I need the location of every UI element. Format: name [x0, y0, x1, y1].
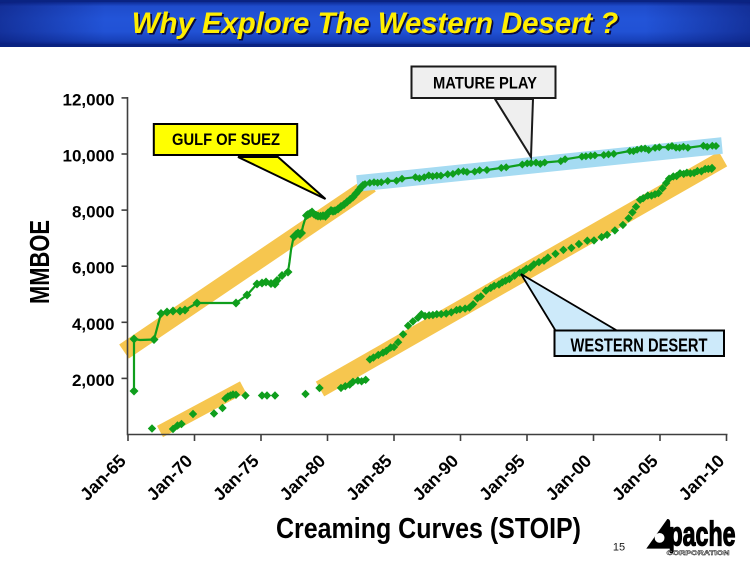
svg-text:Jan-80: Jan-80: [276, 451, 330, 505]
svg-text:Jan-85: Jan-85: [342, 451, 396, 505]
svg-text:MMBOE: MMBOE: [24, 220, 55, 304]
svg-text:Jan-10: Jan-10: [675, 451, 729, 505]
svg-text:Jan-05: Jan-05: [608, 451, 662, 505]
svg-text:Jan-75: Jan-75: [209, 451, 263, 505]
svg-text:15: 15: [613, 542, 625, 554]
svg-text:6,000: 6,000: [72, 259, 115, 278]
svg-text:WESTERN DESERT: WESTERN DESERT: [571, 336, 708, 356]
svg-text:10,000: 10,000: [63, 147, 115, 166]
svg-text:CORPORATION: CORPORATION: [667, 550, 730, 557]
svg-text:Creaming Curves (STOIP): Creaming Curves (STOIP): [276, 513, 581, 545]
svg-text:Jan-65: Jan-65: [76, 451, 130, 505]
svg-text:Jan-90: Jan-90: [409, 451, 463, 505]
svg-text:Jan-00: Jan-00: [542, 451, 596, 505]
svg-text:MATURE PLAY: MATURE PLAY: [433, 75, 537, 93]
svg-text:12,000: 12,000: [63, 90, 115, 109]
svg-text:GULF OF SUEZ: GULF OF SUEZ: [172, 131, 280, 149]
svg-text:Jan-70: Jan-70: [143, 451, 197, 505]
svg-text:Jan-95: Jan-95: [475, 451, 529, 505]
svg-text:8,000: 8,000: [72, 203, 115, 222]
svg-text:4,000: 4,000: [72, 315, 115, 334]
svg-text:pache: pache: [669, 516, 736, 554]
svg-text:2,000: 2,000: [72, 371, 115, 390]
